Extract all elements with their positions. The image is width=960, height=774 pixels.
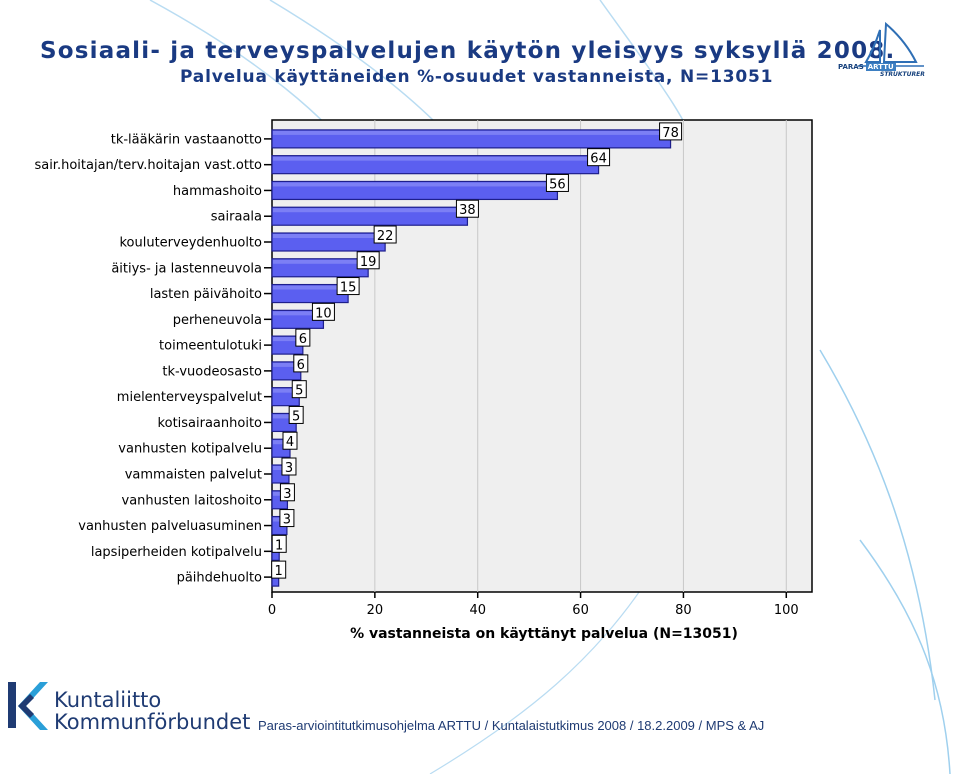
bar-highlight [273,388,299,393]
data-label-box [291,380,307,399]
page-subtitle: Palvelua käyttäneiden %-osuudet vastanne… [180,67,774,87]
data-label: 64 [590,152,607,167]
bar-highlight [273,259,368,264]
data-label-box [279,509,295,528]
data-label: 5 [295,384,303,399]
x-tick-label: 60 [572,603,589,618]
category-label: hammashoito [173,184,262,199]
data-label: 6 [299,332,307,347]
data-label: 3 [283,513,291,528]
x-tick-label: 20 [367,603,384,618]
category-label: lapsiperheiden kotipalvelu [91,545,262,560]
category-label: sairaala [211,210,262,225]
data-label-box [545,173,569,192]
data-label-box [279,483,295,502]
category-label: päihdehuolto [177,571,262,586]
x-axis-title: % vastanneista on käyttänyt palvelua (N=… [350,626,738,642]
bar-highlight [273,285,348,290]
category-label: tk-vuodeosasto [162,364,262,379]
bar-highlight [273,234,385,238]
data-label-box [356,251,380,270]
category-label: toimeentulotuki [159,339,262,354]
category-label: kotisairaanhoito [158,416,262,431]
paras-tagline: STRUKTURER [880,71,925,78]
kuntaliitto-k-logo [8,682,48,730]
data-label: 6 [297,358,305,373]
data-label-box [271,560,287,579]
kuntaliitto-name: Kuntaliitto [54,688,162,712]
footer-credit: Paras-arviointitutkimusohjelma ARTTU / K… [258,718,765,733]
bar-highlight [273,130,670,135]
data-label: 10 [315,306,332,321]
bar-highlight [273,362,300,367]
category-label: vanhusten kotipalvelu [118,442,262,457]
data-label: 15 [340,281,357,296]
bar-highlight [273,208,467,213]
x-tick-label: 0 [268,603,276,618]
data-label: 3 [285,461,293,476]
usage-bar-chart: 0 20 40 60 80 100 tk-lääkärin vastaanotto 78 sai… [34,119,813,642]
category-label: vanhusten laitoshoito [122,493,263,508]
data-label: 1 [275,564,283,579]
data-label: 4 [286,435,294,450]
kommunforbundet-name: Kommunförbundet [54,710,251,734]
bar-highlight [273,440,289,445]
data-label-box [587,148,611,167]
x-tick-label: 100 [774,603,799,618]
data-label: 3 [283,487,291,502]
bar-highlight [273,491,287,496]
category-label: lasten päivähoito [150,287,262,302]
data-label-box [281,457,297,476]
data-label-box [373,225,397,244]
category-label: kouluterveydenhuolto [119,236,262,251]
data-label: 38 [459,203,476,218]
category-label: vammaisten palvelut [125,468,262,483]
category-label: tk-lääkärin vastaanotto [111,132,262,147]
category-label: mielenterveyspalvelut [117,390,262,405]
page-title: Sosiaali- ja terveyspalvelujen käytön yl… [40,38,896,64]
data-label: 56 [549,177,566,192]
bar-highlight [273,466,288,470]
data-label-box [271,534,287,553]
data-label: 5 [292,409,300,424]
data-label: 22 [377,229,394,244]
category-label: sair.hoitajan/terv.hoitajan vast.otto [34,158,262,173]
bar-highlight [273,337,302,342]
data-label-box [288,405,304,424]
data-label-box [295,328,311,347]
bar-highlight [273,414,296,419]
data-label: 19 [360,255,377,270]
category-label: äitiys- ja lastenneuvola [111,261,262,276]
paras-brand-label: PARAS [838,63,864,71]
x-tick-label: 40 [469,603,486,618]
bar-highlight [273,182,557,187]
bar-highlight [273,156,598,161]
data-label-box [336,277,360,296]
data-label-box [455,199,479,218]
data-label-box [282,431,298,450]
paras-logo-text: PARAS ARTTU [838,63,896,71]
data-label-box [293,354,309,373]
data-label-box [311,302,335,321]
category-label: perheneuvola [173,313,262,328]
data-label: 1 [275,538,283,553]
arttu-brand-label: ARTTU [865,63,896,71]
category-label: vanhusten palveluasuminen [78,519,262,534]
data-label: 78 [662,126,679,141]
bar-highlight [273,311,323,316]
x-tick-label: 80 [675,603,692,618]
data-label-box [659,122,683,141]
